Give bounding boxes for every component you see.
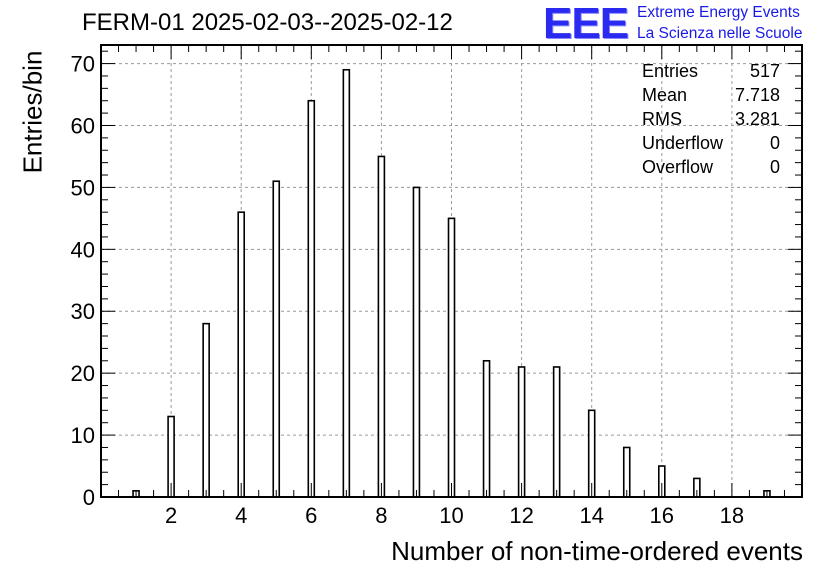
y-tick-label: 60	[71, 113, 95, 138]
chart-title: FERM-01 2025-02-03--2025-02-12	[82, 9, 453, 36]
x-tick-label: 2	[165, 503, 177, 528]
y-tick-label: 10	[71, 423, 95, 448]
logo-line-1: Extreme Energy Events	[637, 4, 800, 21]
stats-value: 0	[769, 133, 780, 153]
x-tick-label: 6	[305, 503, 317, 528]
histogram-bar	[307, 99, 316, 498]
stats-row-entries: Entries 517	[642, 59, 780, 83]
stats-row-overflow: Overflow 0	[642, 155, 780, 179]
histogram-bar	[202, 322, 210, 498]
y-tick-label: 0	[83, 485, 95, 510]
stats-label: Underflow	[642, 133, 724, 153]
y-tick-label: 50	[71, 175, 95, 200]
stats-row-mean: Mean 7.718	[642, 83, 780, 107]
logo-line-2: La Scienza nelle Scuole	[637, 25, 803, 42]
y-tick-label: 70	[71, 52, 95, 77]
histogram-bar	[272, 180, 281, 498]
stats-row-rms: RMS 3.281	[642, 107, 780, 131]
histogram-bar	[342, 68, 351, 498]
stats-row-underflow: Underflow 0	[642, 131, 780, 155]
y-tick-label: 20	[71, 361, 95, 386]
stats-label: Entries	[642, 61, 699, 81]
stats-label: Mean	[642, 85, 688, 105]
x-tick-label: 4	[235, 503, 247, 528]
x-tick-label: 8	[375, 503, 387, 528]
histogram-bar	[622, 446, 631, 498]
histogram-bar	[552, 366, 561, 498]
x-tick-label: 16	[650, 503, 674, 528]
x-axis-label: Number of non-time-ordered events	[391, 536, 803, 566]
x-tick-label: 12	[509, 503, 533, 528]
eee-logo: EEE	[543, 0, 629, 48]
histogram-bar	[447, 217, 456, 498]
y-tick-label: 40	[71, 237, 95, 262]
histogram-bar	[517, 366, 526, 498]
stats-value: 0	[769, 157, 780, 177]
x-axis-ticks: 2 4 6 8 10 12 14 16 18	[100, 45, 803, 528]
stats-label: RMS	[642, 109, 682, 129]
y-axis-label: Entries/bin	[17, 50, 48, 174]
stats-box: Entries 517 Mean 7.718 RMS 3.281 Underfl…	[642, 59, 780, 179]
histogram-bar	[377, 155, 386, 498]
stats-value: 517	[749, 61, 780, 81]
y-tick-label: 30	[71, 299, 95, 324]
stats-label: Overflow	[642, 157, 714, 177]
histogram-bar	[412, 186, 421, 498]
y-axis-ticks: 0 10 20 30 40 50 60 70	[71, 50, 802, 510]
stats-value: 7.718	[734, 85, 780, 105]
stats-value: 3.281	[734, 109, 780, 129]
x-tick-label: 14	[579, 503, 603, 528]
x-tick-label: 18	[720, 503, 744, 528]
x-tick-label: 10	[439, 503, 463, 528]
histogram-bar	[482, 359, 491, 498]
histogram-bar	[237, 211, 245, 498]
logo-caption: Extreme Energy Events La Scienza nelle S…	[637, 2, 802, 44]
